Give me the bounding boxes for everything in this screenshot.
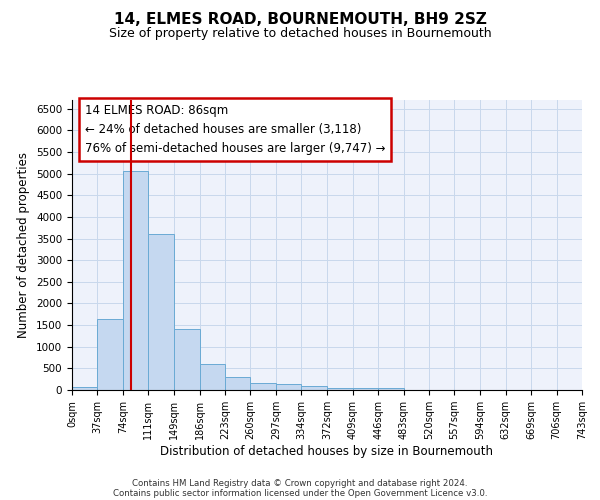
X-axis label: Distribution of detached houses by size in Bournemouth: Distribution of detached houses by size … xyxy=(161,445,493,458)
Bar xyxy=(328,388,353,390)
Bar xyxy=(250,384,276,390)
Bar xyxy=(378,388,404,390)
Bar xyxy=(276,384,301,390)
Text: Size of property relative to detached houses in Bournemouth: Size of property relative to detached ho… xyxy=(109,28,491,40)
Bar xyxy=(353,388,378,390)
Text: Contains public sector information licensed under the Open Government Licence v3: Contains public sector information licen… xyxy=(113,488,487,498)
Bar xyxy=(200,364,225,390)
Bar xyxy=(148,234,174,390)
Text: 14, ELMES ROAD, BOURNEMOUTH, BH9 2SZ: 14, ELMES ROAD, BOURNEMOUTH, BH9 2SZ xyxy=(113,12,487,28)
Text: Contains HM Land Registry data © Crown copyright and database right 2024.: Contains HM Land Registry data © Crown c… xyxy=(132,478,468,488)
Bar xyxy=(123,172,148,390)
Text: 14 ELMES ROAD: 86sqm
← 24% of detached houses are smaller (3,118)
76% of semi-de: 14 ELMES ROAD: 86sqm ← 24% of detached h… xyxy=(85,104,385,156)
Bar xyxy=(174,330,200,390)
Bar xyxy=(72,387,97,390)
Y-axis label: Number of detached properties: Number of detached properties xyxy=(17,152,31,338)
Bar xyxy=(97,318,123,390)
Bar xyxy=(301,386,328,390)
Bar xyxy=(225,377,250,390)
